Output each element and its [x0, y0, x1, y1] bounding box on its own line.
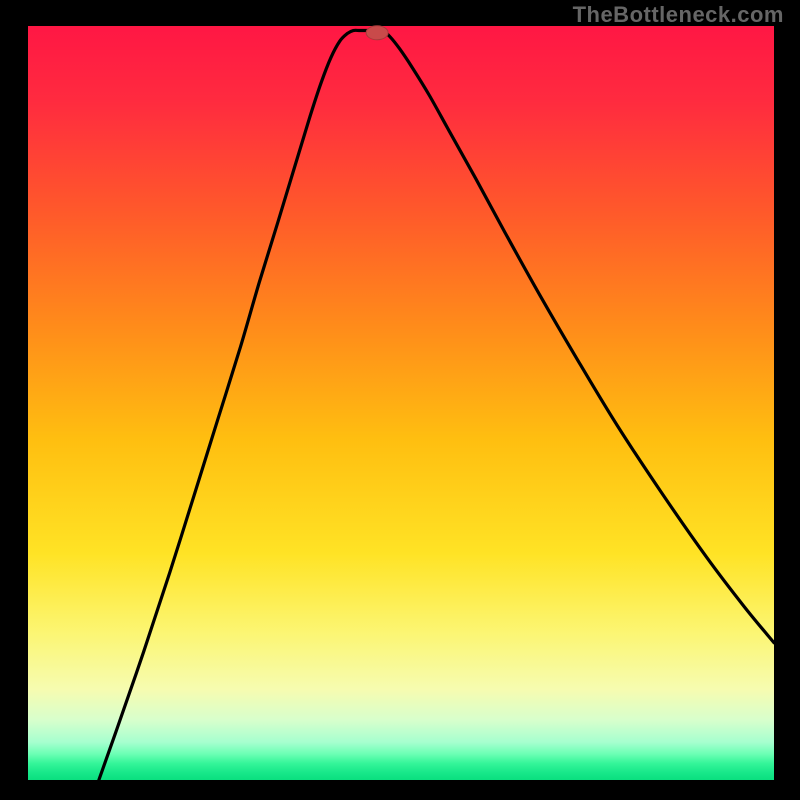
chart-container: TheBottleneck.com — [0, 0, 800, 800]
bottleneck-chart — [0, 0, 800, 800]
watermark-text: TheBottleneck.com — [573, 2, 784, 28]
optimal-point-marker — [366, 26, 388, 40]
